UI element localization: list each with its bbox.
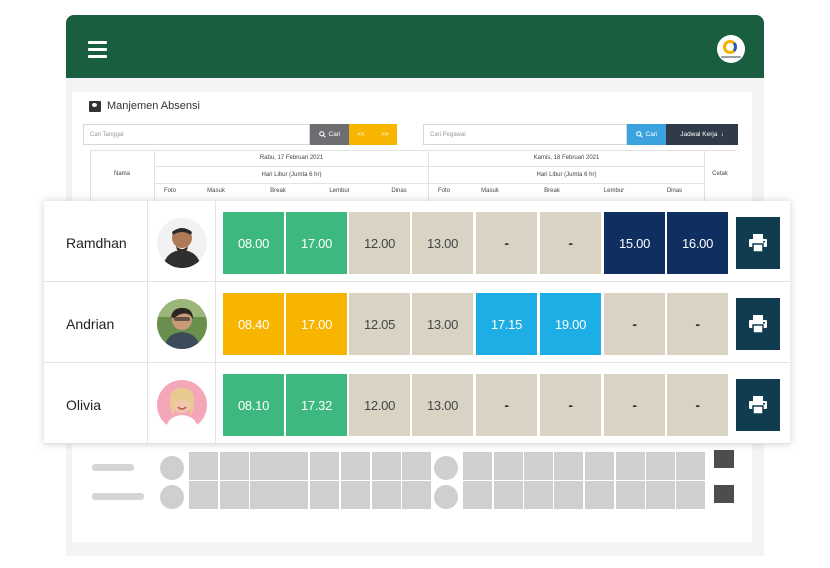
- photo-cell: [148, 282, 216, 362]
- next-date-button[interactable]: >>: [373, 124, 397, 145]
- time-cell: 08.00: [223, 212, 284, 274]
- employee-name: Olivia: [66, 397, 102, 413]
- time-cell: 13.00: [412, 293, 473, 355]
- hamburger-menu-icon[interactable]: [88, 41, 107, 58]
- placeholder-print-button: [714, 450, 734, 468]
- time-cell: 08.40: [223, 293, 284, 355]
- col-break-2: Break: [544, 188, 560, 194]
- col-lembur-1: Lembur: [329, 188, 350, 194]
- time-cell: 13.00: [412, 374, 473, 436]
- attendance-row: Olivia 08.10 17.32 12.00 13.00- - - -: [44, 363, 790, 444]
- col-masuk-2: Masuk: [481, 188, 499, 194]
- time-cell: 17.15: [476, 293, 537, 355]
- time-cell: 12.00: [349, 212, 410, 274]
- day-2-note: Hari Libur (Jumta 6 hr): [536, 172, 597, 178]
- date-search-placeholder: Cari Tanggal: [90, 132, 124, 138]
- avatar: [157, 218, 207, 268]
- employee-search-placeholder: Cari Pegawai: [430, 132, 466, 138]
- time-cell: 19.00: [540, 293, 601, 355]
- attendance-row: Ramdhan 08.00 17.00 12.00 13.00- -15.00 16.00: [44, 201, 790, 282]
- employee-name: Ramdhan: [66, 235, 127, 251]
- time-cell: 12.00: [349, 374, 410, 436]
- header-print: Cetak: [712, 171, 728, 177]
- time-cell: -: [667, 293, 728, 355]
- employee-search-button[interactable]: Cari: [627, 124, 666, 145]
- header-name: Nama: [113, 171, 130, 177]
- avatar: [157, 380, 207, 430]
- date-search-label: Cari: [328, 131, 341, 138]
- time-cell: -: [540, 212, 601, 274]
- arrow-down-icon: ↓: [720, 131, 724, 138]
- company-logo[interactable]: [717, 35, 745, 63]
- col-lembur-2: Lembur: [603, 188, 625, 194]
- time-cell: 15.00: [604, 212, 665, 274]
- time-cell: 16.00: [667, 212, 728, 274]
- time-cell: 17.00: [286, 293, 347, 355]
- work-schedule-button[interactable]: Jadwal Kerja ↓: [666, 124, 738, 145]
- avatar: [157, 299, 207, 349]
- time-cell: 08.10: [223, 374, 284, 436]
- time-cell: -: [604, 374, 665, 436]
- time-cell: 17.32: [286, 374, 347, 436]
- name-cell: [44, 282, 148, 362]
- print-button[interactable]: [736, 379, 780, 431]
- col-dinas-1: Dinas: [391, 188, 407, 194]
- page-title: Manjemen Absensi: [89, 98, 200, 114]
- search-icon: [318, 131, 326, 138]
- work-schedule-label: Jadwal Kerja: [680, 131, 718, 138]
- placeholder-row: [92, 481, 734, 513]
- col-foto-2: Foto: [437, 188, 450, 194]
- next-date-label: >>: [381, 131, 389, 138]
- placeholder-row: [92, 450, 734, 484]
- attendance-table-overlay: Ramdhan 08.00 17.00 12.00 13.00- -15.00 16.00 A…: [44, 201, 790, 444]
- photo-cell: [148, 201, 216, 281]
- date-search-button[interactable]: Cari: [310, 124, 349, 145]
- name-cell: [44, 201, 148, 281]
- prev-date-button[interactable]: <<: [349, 124, 373, 145]
- printer-icon: [749, 315, 767, 333]
- employee-search-label: Cari: [645, 131, 658, 138]
- search-icon: [635, 131, 643, 138]
- employee-search-input[interactable]: Cari Pegawai: [423, 124, 627, 145]
- printer-icon: [749, 234, 767, 252]
- print-button[interactable]: [736, 298, 780, 350]
- time-cell: -: [667, 374, 728, 436]
- photo-cell: [148, 363, 216, 443]
- prev-date-label: <<: [357, 131, 365, 138]
- page-title-text: Manjemen Absensi: [107, 100, 200, 112]
- col-masuk-1: Masuk: [207, 188, 225, 194]
- time-cell: -: [476, 374, 537, 436]
- day-2-date: Kamis, 18 Februari 2021: [533, 155, 600, 161]
- time-cell: -: [476, 212, 537, 274]
- placeholder-print-button: [714, 485, 734, 503]
- time-cell: -: [604, 293, 665, 355]
- top-bar: [66, 15, 764, 78]
- id-card-icon: [89, 100, 101, 112]
- day-1-date: Rabu, 17 Februari 2021: [259, 155, 324, 161]
- col-foto-1: Foto: [163, 188, 176, 194]
- col-dinas-2: Dinas: [666, 188, 683, 194]
- attendance-row: Andrian 08.40 17.00 12.05 13.00 17.15 19.00- -: [44, 282, 790, 363]
- date-search-input[interactable]: Cari Tanggal: [83, 124, 310, 145]
- employee-name: Andrian: [66, 316, 115, 332]
- name-cell: [44, 363, 148, 443]
- time-cell: -: [540, 374, 601, 436]
- time-cell: 13.00: [412, 212, 473, 274]
- print-button[interactable]: [736, 217, 780, 269]
- printer-icon: [749, 396, 767, 414]
- day-1-note: Hari Libur (Jumta 6 hr): [261, 172, 322, 178]
- time-cell: 12.05: [349, 293, 410, 355]
- time-cell: 17.00: [286, 212, 347, 274]
- col-break-1: Break: [270, 188, 286, 194]
